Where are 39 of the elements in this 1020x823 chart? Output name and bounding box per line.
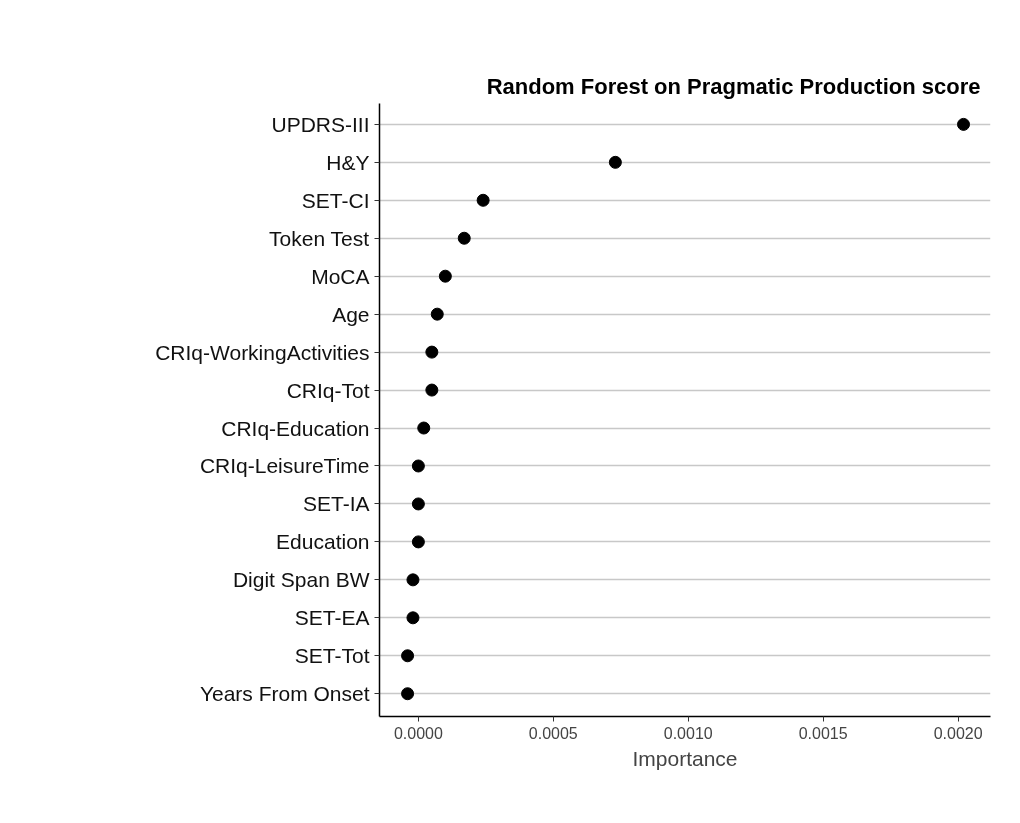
x-tick-label: 0.0000 — [393, 724, 443, 742]
point — [406, 611, 420, 625]
y-tick-label: CRIq-Education — [221, 416, 370, 440]
point — [417, 421, 431, 435]
y-tick-label: Token Test — [269, 226, 370, 250]
y-tick-label: SET-Tot — [294, 644, 370, 668]
chart-title: Random Forest on Pragmatic Production score — [486, 73, 981, 99]
y-tick-label: Education — [276, 530, 370, 554]
y-tick-label: CRIq-LeisureTime — [199, 454, 370, 478]
x-tick-label: 0.0010 — [663, 724, 713, 742]
point — [957, 117, 971, 131]
point — [430, 307, 444, 321]
x-tick-label: 0.0020 — [933, 724, 983, 742]
point — [438, 269, 452, 283]
x-tick-label: 0.0015 — [798, 724, 848, 742]
y-tick-label: Age — [332, 302, 370, 326]
point — [411, 459, 425, 473]
point — [425, 383, 439, 397]
point — [401, 649, 415, 663]
y-tick-label: SET-CI — [301, 188, 370, 212]
point — [457, 231, 471, 245]
point — [608, 155, 622, 169]
point — [411, 497, 425, 511]
point — [411, 535, 425, 549]
point — [406, 573, 420, 587]
point — [425, 345, 439, 359]
y-tick-label: CRIq-WorkingActivities — [155, 340, 370, 364]
y-tick-label: SET-EA — [294, 606, 370, 630]
point — [476, 193, 490, 207]
y-tick-label: SET-IA — [302, 492, 370, 516]
y-tick-label: Digit Span BW — [232, 568, 370, 592]
y-tick-label: Years From Onset — [199, 682, 370, 706]
y-tick-label: UPDRS-III — [271, 112, 370, 136]
x-axis-title: Importance — [632, 746, 738, 770]
y-tick-label: MoCA — [311, 264, 370, 288]
y-tick-label: H&Y — [326, 150, 370, 174]
y-tick-label: CRIq-Tot — [286, 378, 370, 402]
point — [401, 687, 415, 701]
x-tick-label: 0.0005 — [528, 724, 578, 742]
